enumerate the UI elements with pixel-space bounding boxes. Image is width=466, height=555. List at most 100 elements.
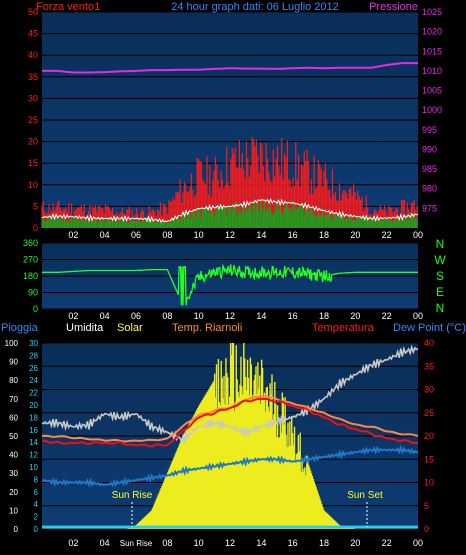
- direction-tick-label: 0: [33, 304, 38, 314]
- x-tick-label-mid: 14: [256, 311, 266, 321]
- wind-tick-label: 50: [28, 7, 38, 17]
- legend-humidity: Umidita: [66, 322, 104, 334]
- humidity-tick-label: 12: [29, 451, 38, 460]
- x-tick-label-top: 12: [225, 230, 235, 240]
- x-tick-label-bottom: 22: [382, 538, 392, 548]
- x-tick-label-top: 10: [194, 230, 204, 240]
- rain-tick-label: 40: [9, 451, 18, 460]
- pressure-tick-label: 1010: [422, 66, 442, 76]
- wind-tick-label: 40: [28, 50, 38, 60]
- humidity-tick-label: 16: [29, 426, 38, 435]
- pressure-tick-label: 1005: [422, 86, 442, 96]
- sunrise-label: Sun Rise: [112, 490, 153, 501]
- dewpoint-line: [41, 444, 419, 488]
- rain-tick-label: 20: [9, 488, 18, 497]
- humidity-tick-label: 30: [29, 339, 38, 348]
- humidity-tick-label: 14: [29, 438, 38, 447]
- humidity-tick-label: 10: [29, 463, 38, 472]
- wind-axis-title: Forza vento1: [36, 1, 100, 13]
- x-tick-label-mid: 18: [319, 311, 329, 321]
- x-tick-label-mid: 20: [350, 311, 360, 321]
- direction-tick-label: 360: [23, 238, 38, 248]
- temperature-tick-label: 15: [424, 454, 434, 464]
- humidity-tick-label: 2: [34, 513, 39, 522]
- chart-title: 24 hour graph dati: 06 Luglio 2012: [171, 1, 339, 13]
- pressure-tick-label: 985: [422, 164, 437, 174]
- pressure-tick-label: 995: [422, 125, 437, 135]
- x-tick-label-mid: 08: [162, 311, 172, 321]
- pressure-tick-label: 1015: [422, 46, 442, 56]
- x-tick-label-top: 08: [162, 230, 172, 240]
- humidity-tick-label: 4: [34, 500, 39, 509]
- x-tick-label-mid: 10: [194, 311, 204, 321]
- rain-tick-label: 60: [9, 413, 18, 422]
- temperature-tick-label: 0: [424, 524, 429, 534]
- humidity-tick-label: 0: [34, 525, 39, 534]
- compass-e: E: [436, 285, 444, 299]
- temperature-tick-label: 20: [424, 431, 434, 441]
- x-tick-label-mid: 04: [100, 311, 110, 321]
- pressure-line: [42, 62, 418, 74]
- rain-tick-label: 0: [14, 525, 19, 534]
- x-tick-label-bottom: 10: [194, 538, 204, 548]
- legend-solar: Solar: [117, 322, 143, 334]
- pressure-tick-label: 1000: [422, 105, 442, 115]
- legend-feels-like: Temp. Riarnoli: [172, 322, 242, 334]
- x-tick-label-mid: 02: [68, 311, 78, 321]
- climate-marks: [41, 343, 419, 529]
- temperature-line: [41, 397, 419, 448]
- x-tick-label-bottom: 02: [68, 538, 78, 548]
- pressure-tick-label: 980: [422, 184, 437, 194]
- rain-tick-label: 30: [9, 469, 18, 478]
- compass-n-top: N: [436, 237, 445, 251]
- x-tick-label-mid: 06: [131, 311, 141, 321]
- x-tick-label-top: 04: [100, 230, 110, 240]
- rain-tick-label: 90: [9, 358, 18, 367]
- wind-direction-line: [42, 263, 418, 306]
- x-tick-label-top: 16: [288, 230, 298, 240]
- x-tick-label-bottom: 08: [162, 538, 172, 548]
- temperature-tick-label: 25: [424, 408, 434, 418]
- x-tick-label-top: 22: [382, 230, 392, 240]
- compass-n-bottom: N: [436, 301, 445, 315]
- humidity-tick-label: 24: [29, 376, 38, 385]
- legend-dewpoint: Dew Point (°C): [393, 322, 466, 334]
- rain-tick-label: 80: [9, 376, 18, 385]
- sunset-label: Sun Set: [347, 490, 383, 501]
- wind-tick-label: 25: [28, 115, 38, 125]
- humidity-tick-label: 20: [29, 401, 38, 410]
- x-tick-label-bottom: 00: [413, 538, 423, 548]
- temperature-tick-label: 35: [424, 361, 434, 371]
- x-tick-label-bottom: Sun Rise: [120, 539, 153, 548]
- humidity-tick-label: 18: [29, 413, 38, 422]
- x-tick-label-mid: 00: [413, 311, 423, 321]
- rain-tick-label: 50: [9, 432, 18, 441]
- x-tick-label-mid: 22: [382, 311, 392, 321]
- wind-tick-label: 0: [33, 223, 38, 233]
- pressure-tick-label: 975: [422, 203, 437, 213]
- humidity-tick-label: 22: [29, 389, 38, 398]
- compass-s: S: [436, 269, 444, 283]
- temperature-tick-label: 30: [424, 385, 434, 395]
- direction-tick-label: 90: [28, 288, 38, 298]
- x-tick-label-bottom: 18: [319, 538, 329, 548]
- pressure-tick-label: 1020: [422, 27, 442, 37]
- temperature-tick-label: 10: [424, 478, 434, 488]
- rain-tick-label: 100: [5, 339, 19, 348]
- x-tick-label-top: 06: [131, 230, 141, 240]
- wind-tick-label: 15: [28, 158, 38, 168]
- compass-w: W: [434, 253, 446, 267]
- legend-temperature: Temperatura: [312, 322, 375, 334]
- humidity-tick-label: 6: [34, 488, 39, 497]
- x-tick-label-top: 00: [413, 230, 423, 240]
- x-tick-label-mid: 12: [225, 311, 235, 321]
- x-tick-label-top: 14: [256, 230, 266, 240]
- temperature-tick-label: 5: [424, 501, 429, 511]
- x-tick-label-top: 02: [68, 230, 78, 240]
- axis-tick-labels: 0510152025303540455097598098599099510001…: [5, 7, 442, 548]
- wind-tick-label: 5: [33, 201, 38, 211]
- x-tick-label-bottom: 04: [100, 538, 110, 548]
- humidity-tick-label: 28: [29, 351, 38, 360]
- x-tick-label-bottom: 12: [225, 538, 235, 548]
